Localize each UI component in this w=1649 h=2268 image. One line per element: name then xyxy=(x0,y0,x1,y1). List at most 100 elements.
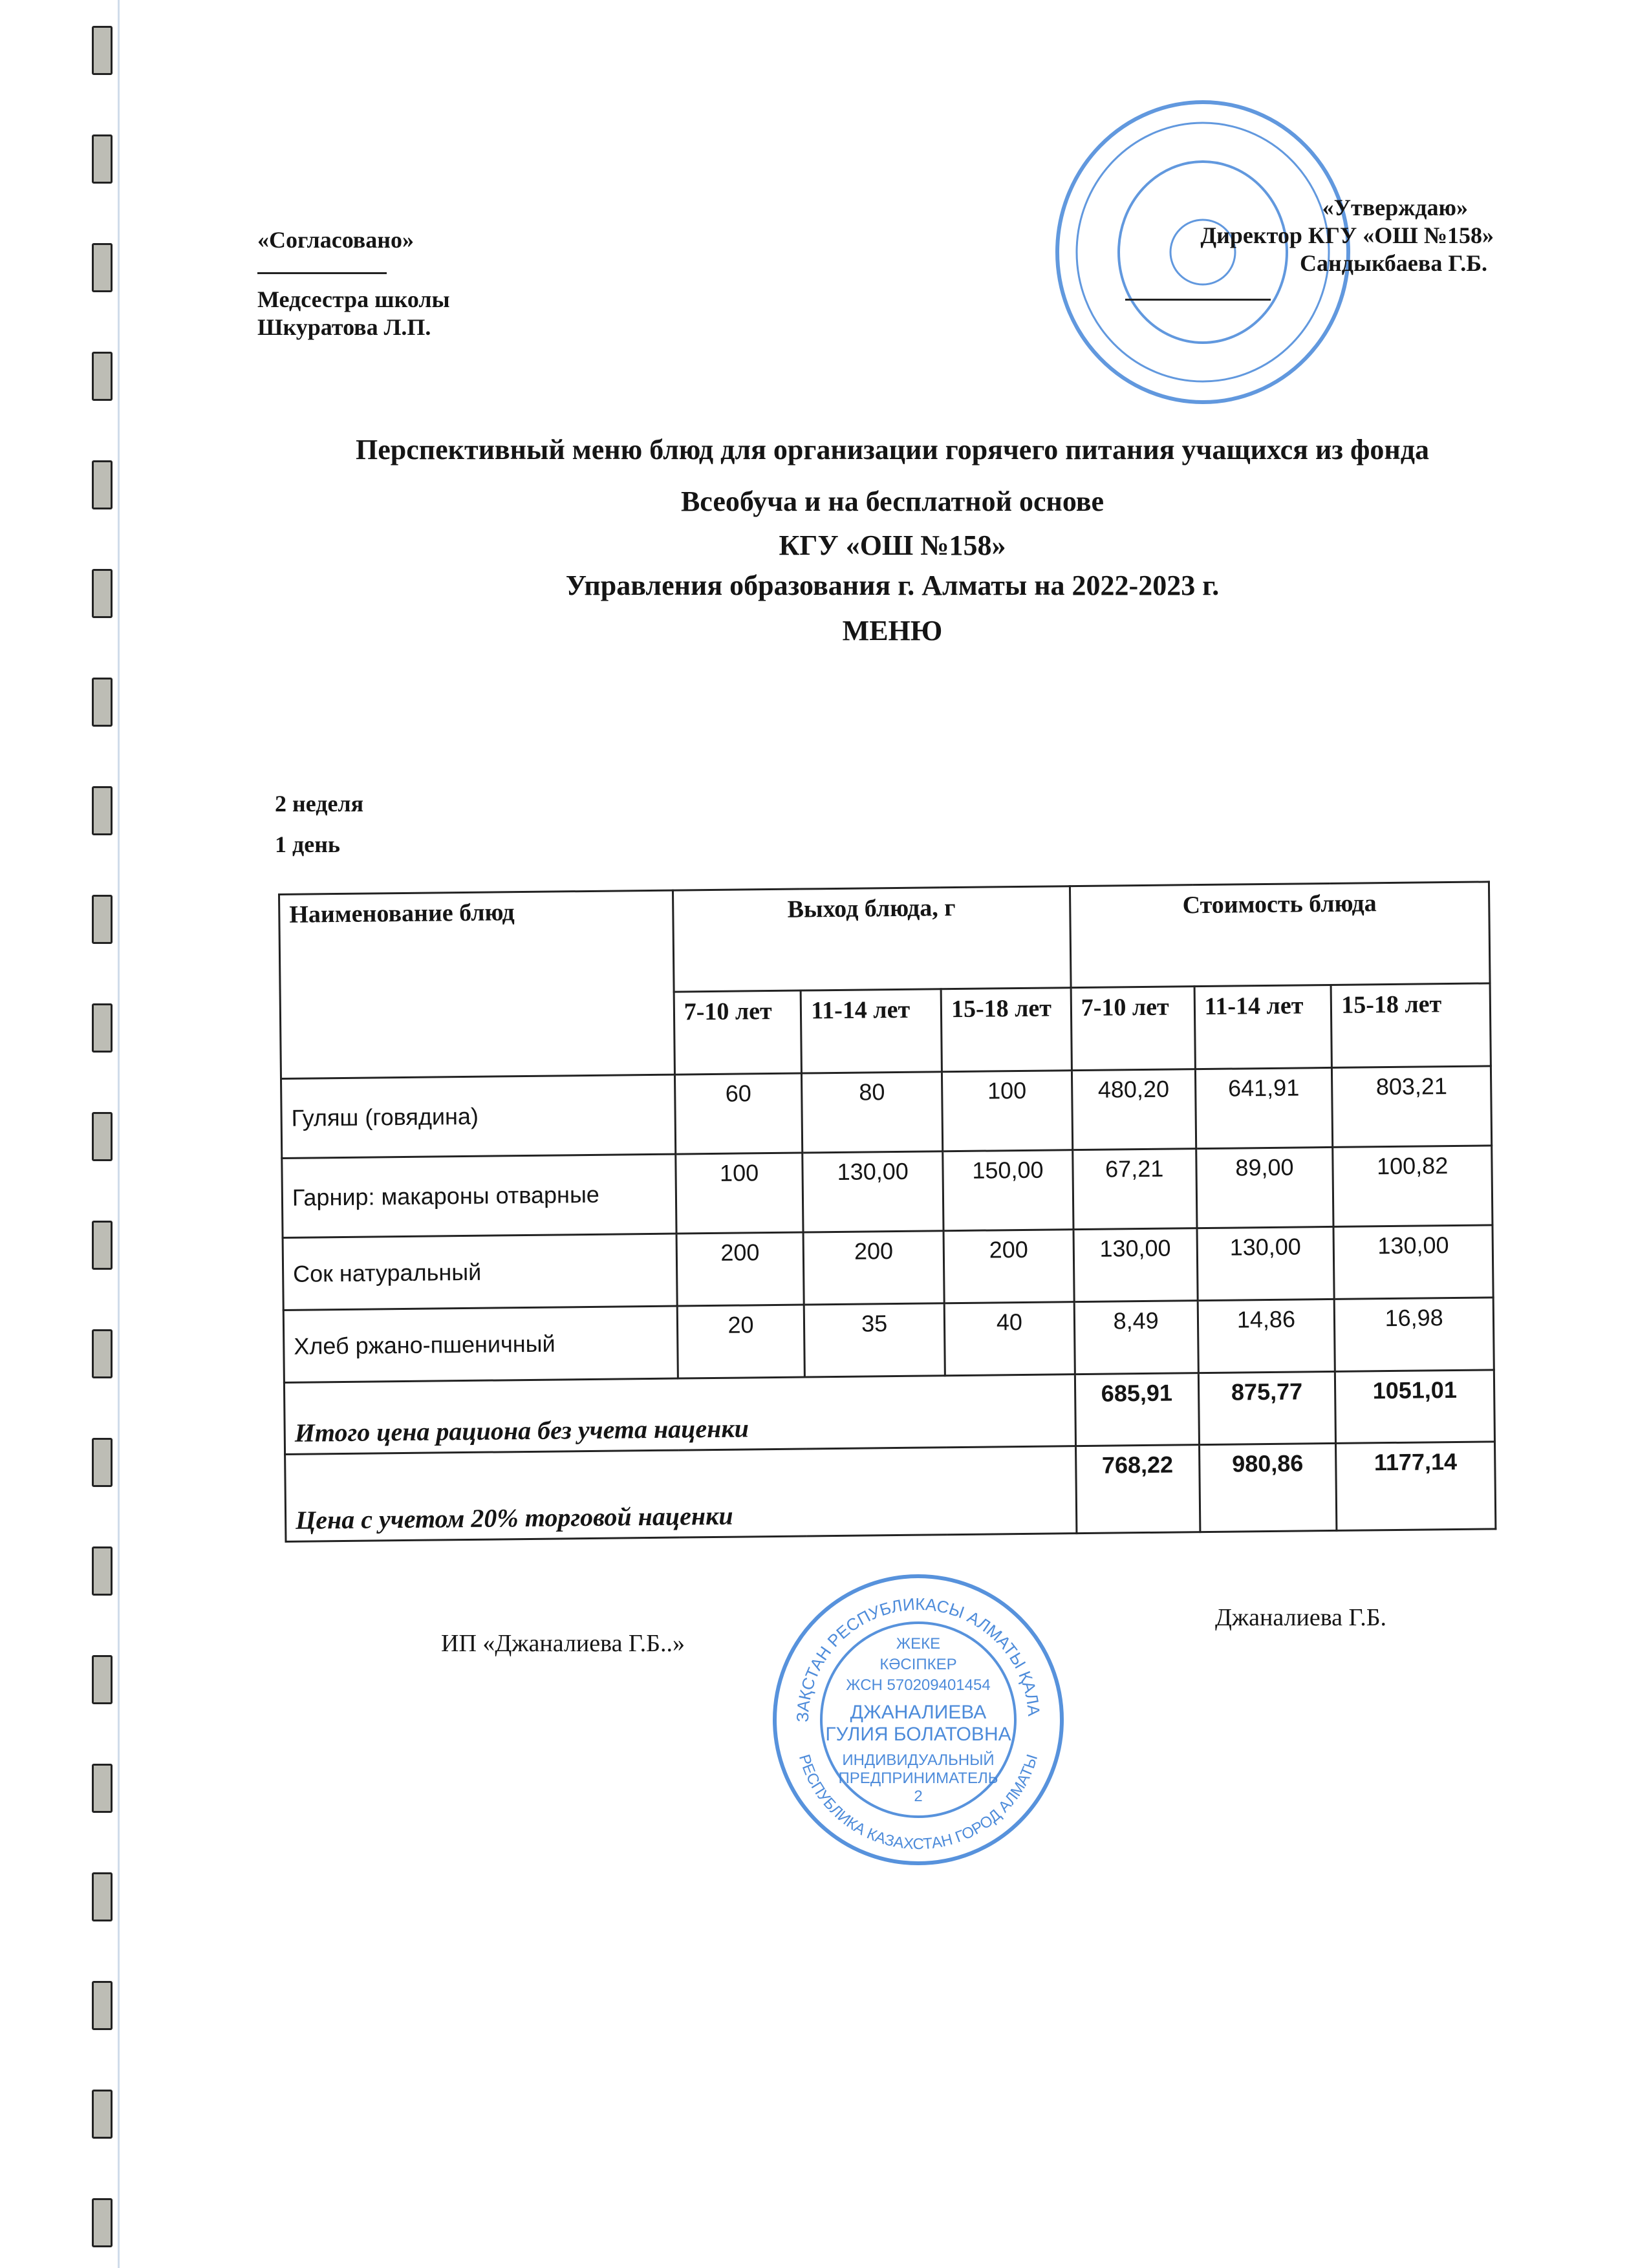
svg-text:ГУЛИЯ БОЛАТОВНА: ГУЛИЯ БОЛАТОВНА xyxy=(825,1724,1011,1745)
approval-right: «Утверждаю» Директор КГУ «ОШ №158» Санды… xyxy=(1200,194,1494,278)
age-header: 15-18 лет xyxy=(941,987,1072,1072)
yield-cell: 200 xyxy=(676,1232,804,1307)
binding-hole xyxy=(92,1003,113,1053)
approval-right-role: Директор КГУ «ОШ №158» xyxy=(1200,222,1494,249)
entrepreneur-stamp: ҚАЗАҚСТАН РЕСПУБЛИКАСЫ АЛМАТЫ ҚАЛАСЫ РЕС… xyxy=(770,1571,1064,1865)
yield-cell: 130,00 xyxy=(803,1151,944,1233)
signature-line xyxy=(257,272,387,275)
yield-cell: 200 xyxy=(803,1230,945,1305)
yield-cell: 200 xyxy=(943,1229,1074,1303)
total-row: Итого цена рациона без учета наценки 685,… xyxy=(284,1369,1495,1455)
approval-left-name: Шкуратова Л.П. xyxy=(257,314,431,341)
binding-hole xyxy=(92,1438,113,1487)
total-value: 1177,14 xyxy=(1335,1441,1496,1531)
binding-hole xyxy=(92,1546,113,1596)
school-stamp xyxy=(1055,100,1350,404)
binding-hole xyxy=(92,895,113,944)
total-value: 875,77 xyxy=(1198,1371,1336,1445)
cost-cell: 480,20 xyxy=(1072,1069,1196,1150)
binding-hole xyxy=(92,1112,113,1161)
menu-table: Наименование блюд Выход блюда, г Стоимос… xyxy=(278,881,1496,1543)
yield-cell: 80 xyxy=(801,1071,943,1153)
cost-cell: 67,21 xyxy=(1072,1148,1197,1230)
cost-cell: 641,91 xyxy=(1195,1067,1333,1149)
dish-name: Сок натуральный xyxy=(283,1234,677,1311)
binding-hole xyxy=(92,134,113,184)
title-line-2: Всеобуча и на бесплатной основе xyxy=(680,486,1105,517)
cost-cell: 130,00 xyxy=(1196,1226,1335,1301)
total-value: 1051,01 xyxy=(1335,1369,1495,1444)
yield-cell: 150,00 xyxy=(942,1150,1073,1231)
cost-cell: 16,98 xyxy=(1334,1297,1494,1372)
svg-text:ЖЕКЕ: ЖЕКЕ xyxy=(896,1635,940,1653)
age-header: 15-18 лет xyxy=(1331,983,1491,1068)
approval-left-role: Медсестра школы xyxy=(257,286,450,313)
svg-text:ИНДИВИДУАЛЬНЫЙ: ИНДИВИДУАЛЬНЫЙ xyxy=(842,1751,994,1769)
header-cost: Стоимость блюда xyxy=(1070,881,1491,988)
yield-cell: 20 xyxy=(676,1305,805,1379)
total-label: Итого цена рациона без учета наценки xyxy=(284,1374,1076,1455)
binding-hole xyxy=(92,1221,113,1270)
dish-name: Гарнир: макароны отварные xyxy=(281,1154,676,1238)
svg-text:2: 2 xyxy=(914,1788,922,1805)
binding-hole xyxy=(92,1764,113,1813)
total-value: 685,91 xyxy=(1075,1373,1200,1446)
binding-hole xyxy=(92,569,113,618)
title-line-1: Перспективный меню блюд для организации … xyxy=(355,434,1430,465)
table-row: Гарнир: макароны отварные 100 130,00 150,00… xyxy=(281,1145,1493,1238)
binding-hole xyxy=(92,1872,113,1921)
cost-cell: 89,00 xyxy=(1196,1147,1334,1228)
binding-hole xyxy=(92,678,113,727)
svg-text:КӘСІПКЕР: КӘСІПКЕР xyxy=(879,1656,956,1673)
title-line-4: Управления образования г. Алматы на 2022… xyxy=(565,570,1220,601)
footer-right: Джаналиева Г.Б. xyxy=(1215,1604,1387,1631)
binding-hole xyxy=(92,1981,113,2030)
signature-line xyxy=(1125,299,1271,301)
cost-cell: 130,00 xyxy=(1073,1228,1198,1302)
binding-hole xyxy=(92,2090,113,2139)
svg-text:ПРЕДПРИНИМАТЕЛЬ: ПРЕДПРИНИМАТЕЛЬ xyxy=(839,1770,998,1787)
header-dish-name: Наименование блюд xyxy=(279,890,675,1079)
binding-spine xyxy=(118,0,120,2268)
yield-cell: 35 xyxy=(804,1303,945,1378)
table-row: Хлеб ржано-пшеничный 20 35 40 8,49 14,86 16,98 xyxy=(283,1297,1494,1383)
binding-hole xyxy=(92,26,113,75)
age-header: 7-10 лет xyxy=(1070,986,1196,1071)
cost-cell: 130,00 xyxy=(1333,1225,1494,1300)
day-label: 1 день xyxy=(275,831,340,857)
cost-cell: 803,21 xyxy=(1331,1065,1492,1148)
binding-hole xyxy=(92,2198,113,2247)
age-header: 11-14 лет xyxy=(801,989,942,1074)
cost-cell: 8,49 xyxy=(1073,1300,1198,1375)
binding-hole xyxy=(92,352,113,401)
approval-left: «Согласовано» Медсестра школы Шкуратова … xyxy=(257,226,450,342)
age-header: 7-10 лет xyxy=(673,990,802,1075)
dish-name: Гуляш (говядина) xyxy=(281,1075,676,1159)
total-label: Цена с учетом 20% торговой наценки xyxy=(285,1446,1077,1542)
yield-cell: 40 xyxy=(944,1301,1075,1376)
age-header: 11-14 лет xyxy=(1194,985,1332,1069)
yield-cell: 100 xyxy=(942,1070,1073,1151)
approval-right-name: Сандыкбаева Г.Б. xyxy=(1300,250,1487,277)
approval-left-label: «Согласовано» xyxy=(257,227,414,253)
svg-text:ЖСН 570209401454: ЖСН 570209401454 xyxy=(846,1676,990,1694)
footer-left: ИП «Джаналиева Г.Б..» xyxy=(441,1630,685,1657)
binding-hole xyxy=(92,1329,113,1378)
svg-text:ДЖАНАЛИЕВА: ДЖАНАЛИЕВА xyxy=(850,1702,987,1723)
total-row: Цена с учетом 20% торговой наценки 768,22… xyxy=(285,1441,1496,1542)
total-value: 980,86 xyxy=(1199,1443,1337,1532)
cost-cell: 100,82 xyxy=(1332,1145,1493,1227)
binding-hole xyxy=(92,243,113,292)
week-label: 2 неделя xyxy=(275,791,364,817)
yield-cell: 60 xyxy=(674,1073,803,1155)
total-value: 768,22 xyxy=(1075,1444,1200,1534)
binding-hole xyxy=(92,786,113,835)
table-row: Сок натуральный 200 200 200 130,00 130,00 130,… xyxy=(283,1225,1494,1311)
cost-cell: 14,86 xyxy=(1197,1299,1335,1373)
header-yield: Выход блюда, г xyxy=(673,886,1071,992)
dish-name: Хлеб ржано-пшеничный xyxy=(283,1306,678,1383)
title-line-3: КГУ «ОШ №158» xyxy=(779,530,1006,561)
binding-hole xyxy=(92,460,113,509)
title-line-5: МЕНЮ xyxy=(842,615,943,647)
table-row: Гуляш (говядина) 60 80 100 480,20 641,91 803,2… xyxy=(281,1065,1492,1159)
